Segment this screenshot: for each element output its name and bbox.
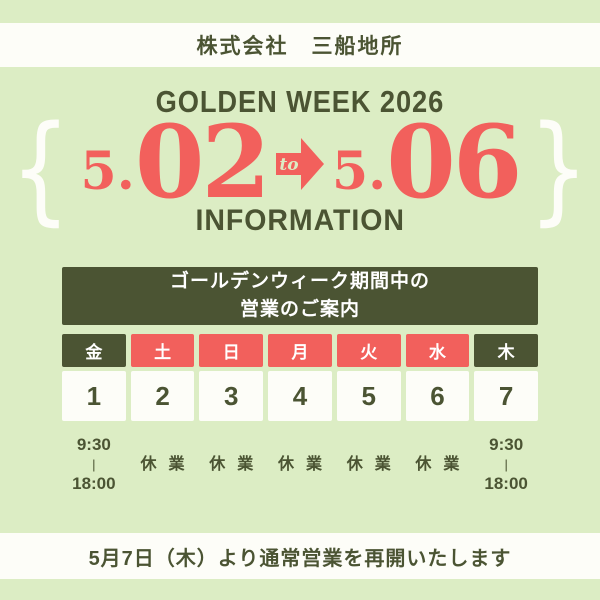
hours-separator: | xyxy=(504,456,508,472)
day-header-cell-2: 土 xyxy=(130,334,195,367)
close-time: 18:00 xyxy=(72,474,116,494)
schedule-cell-2-closed: 休業 xyxy=(131,428,195,502)
schedule-cell-3-closed: 休業 xyxy=(199,428,263,502)
day-header-cell-7: 木 xyxy=(474,334,538,367)
hours-separator: | xyxy=(92,456,96,472)
date-cell-1: 1 xyxy=(62,371,126,421)
information-label: INFORMATION xyxy=(195,204,405,237)
closed-label: 休業 xyxy=(346,455,403,473)
close-time: 18:00 xyxy=(484,474,528,494)
day-header-cell-1: 金 xyxy=(62,334,126,367)
start-date-day: 02 xyxy=(134,103,271,221)
day-header-cell-4: 月 xyxy=(268,334,332,367)
company-banner: 株式会社 三船地所 xyxy=(0,23,600,67)
notice-line-1: ゴールデンウィーク期間中の xyxy=(169,270,430,292)
notice-line-2: 営業のご案内 xyxy=(239,299,360,320)
schedule-cell-5-closed: 休業 xyxy=(337,428,401,502)
closed-label: 休業 xyxy=(209,455,266,473)
to-arrow-label: to xyxy=(279,155,298,175)
date-range: { 5. 02 to 5. 06 } xyxy=(10,99,590,237)
event-title: GOLDEN WEEK 2026 xyxy=(155,84,445,119)
schedule-cell-6-closed: 休業 xyxy=(406,428,470,502)
day-header-cell-6: 水 xyxy=(405,334,470,367)
to-arrow-icon: to xyxy=(276,138,324,190)
open-time: 9:30 xyxy=(489,435,524,455)
date-cell-5: 5 xyxy=(336,371,401,421)
end-date-month: 5. xyxy=(332,141,387,202)
footer-banner: 5月7日（木）より通常営業を再開いたします xyxy=(0,533,600,579)
schedule-cell-7-hours: 9:30 | 18:00 xyxy=(474,428,538,502)
date-cell-7: 7 xyxy=(474,371,538,421)
schedule-cell-1-hours: 9:30 | 18:00 xyxy=(62,428,126,502)
day-header-cell-3: 日 xyxy=(199,334,264,367)
schedule-cell-4-closed: 休業 xyxy=(268,428,332,502)
closed-label: 休業 xyxy=(140,455,197,473)
open-time: 9:30 xyxy=(76,435,111,455)
schedule-row: 9:30 | 18:00 休業 休業 休業 休業 休業 9:30 | 18:00 xyxy=(62,428,538,502)
company-name: 株式会社 三船地所 xyxy=(196,35,404,58)
date-cell-6: 6 xyxy=(405,371,470,421)
closed-label: 休業 xyxy=(415,455,472,473)
closed-label: 休業 xyxy=(277,455,334,473)
footer-message: 5月7日（木）より通常営業を再開いたします xyxy=(88,547,512,570)
day-header-row: 金土日月火水木 xyxy=(62,334,538,367)
notice-header: ゴールデンウィーク期間中の 営業のご案内 xyxy=(62,267,538,325)
start-date-month: 5. xyxy=(80,141,135,202)
date-cell-2: 2 xyxy=(130,371,195,421)
date-cell-4: 4 xyxy=(268,371,332,421)
date-cell-3: 3 xyxy=(199,371,264,421)
day-header-cell-5: 火 xyxy=(336,334,401,367)
end-date-day: 06 xyxy=(386,103,522,221)
